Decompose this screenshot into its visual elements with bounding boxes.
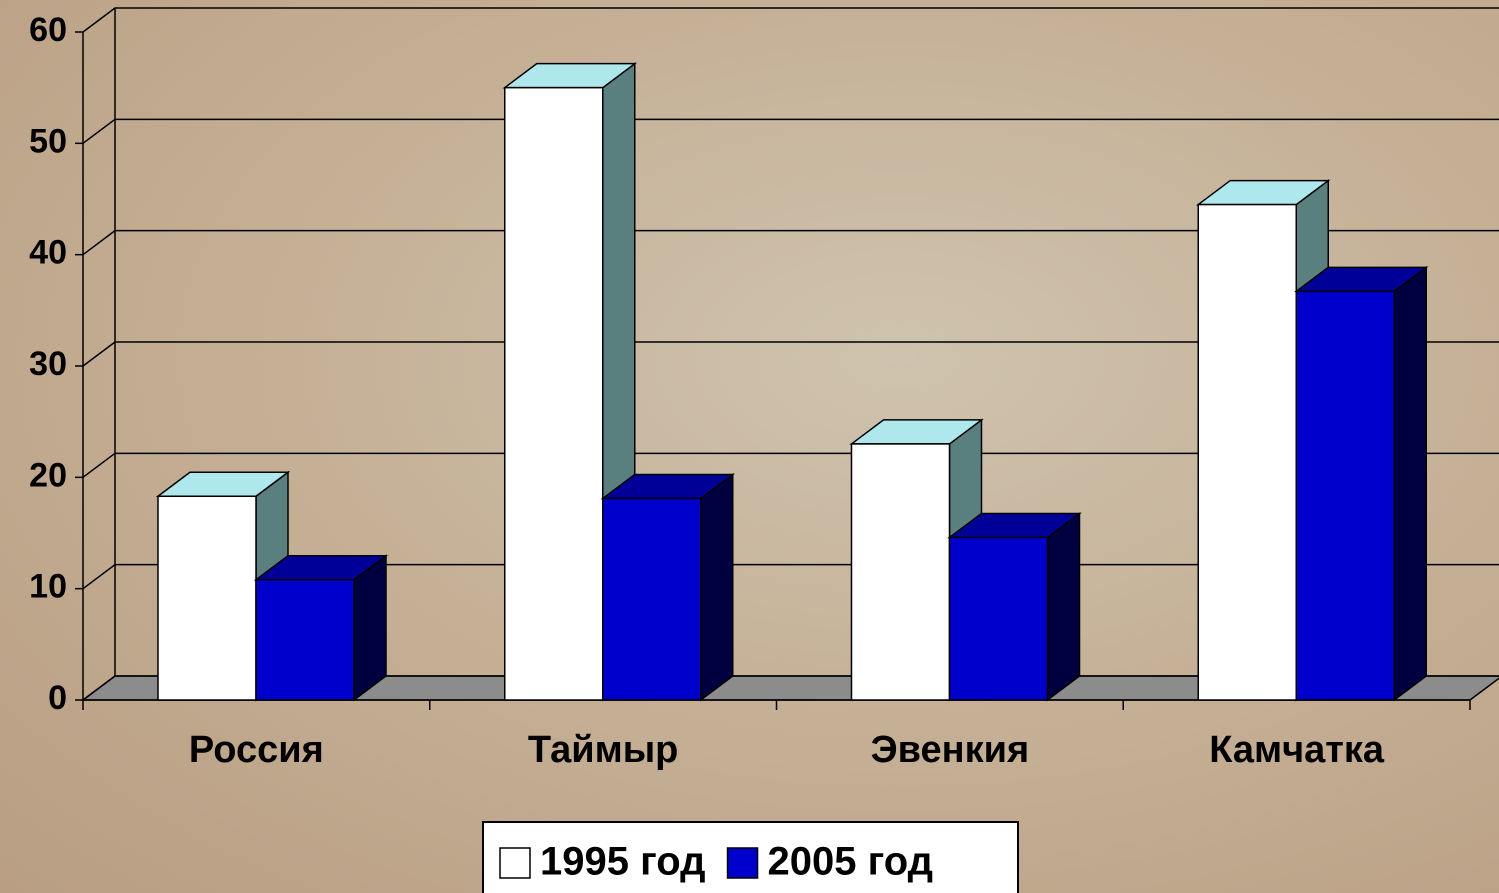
bar [850, 443, 951, 701]
bar [255, 579, 355, 701]
x-tick-label: Таймыр [528, 729, 679, 771]
bar [1295, 290, 1395, 701]
x-tick-label: Эвенкия [871, 729, 1030, 771]
x-tick-label: Камчатка [1209, 729, 1385, 771]
legend-label: 1995 год [540, 840, 706, 884]
legend-label: 2005 год [768, 840, 934, 884]
grid-line [82, 229, 1499, 256]
bar [504, 86, 604, 701]
y-tick-label: 10 [29, 568, 67, 606]
grid-line [82, 7, 1499, 33]
y-tick-label: 60 [29, 11, 67, 49]
bar-side [353, 554, 387, 702]
bar-side [1393, 265, 1427, 702]
bar [948, 536, 1049, 701]
y-tick-label: 40 [29, 234, 67, 272]
legend-swatch [499, 847, 531, 879]
grid-line [82, 341, 1499, 367]
bar [602, 497, 702, 701]
bar-side [1046, 511, 1081, 702]
x-tick-label: Россия [189, 729, 324, 771]
y-tick-label: 50 [29, 122, 67, 160]
grid-line [82, 118, 1499, 144]
plot-area: 0 10 20 30 40 50 60 Россия Таймыр Эвенкия Камчатка [29, 7, 1499, 771]
bar [1197, 203, 1297, 701]
y-tick-label: 20 [29, 456, 67, 494]
legend-swatch [726, 847, 759, 879]
y-tick-label: 0 [48, 679, 67, 717]
legend: 1995 год 2005 год [482, 821, 1019, 893]
y-tick-label: 30 [29, 345, 67, 383]
grid-line [82, 452, 1499, 478]
bar-side [700, 472, 734, 702]
bar [157, 495, 257, 701]
